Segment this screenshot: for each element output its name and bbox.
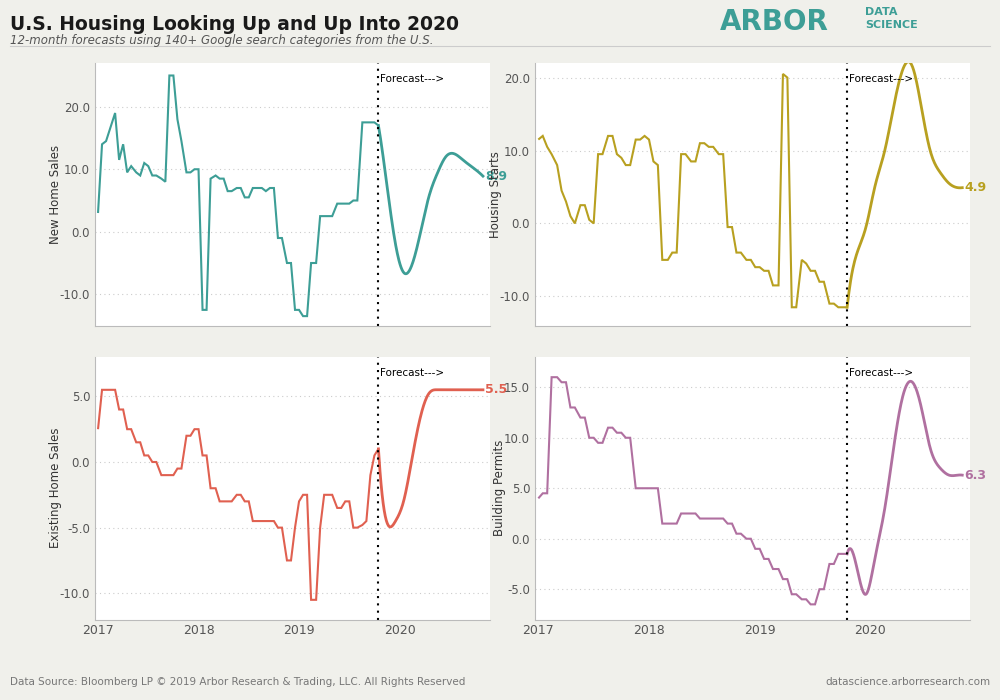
Text: datascience.arborresearch.com: datascience.arborresearch.com: [825, 678, 990, 687]
Text: 5.5: 5.5: [485, 384, 507, 396]
Text: Forecast--->: Forecast--->: [849, 74, 913, 83]
Text: U.S. Housing Looking Up and Up Into 2020: U.S. Housing Looking Up and Up Into 2020: [10, 15, 459, 34]
Text: Data Source: Bloomberg LP © 2019 Arbor Research & Trading, LLC. All Rights Reser: Data Source: Bloomberg LP © 2019 Arbor R…: [10, 678, 465, 687]
Text: 6.3: 6.3: [964, 468, 986, 482]
Text: 8.9: 8.9: [485, 169, 507, 183]
Text: 12-month forecasts using 140+ Google search categories from the U.S.: 12-month forecasts using 140+ Google sea…: [10, 34, 434, 47]
Text: SCIENCE: SCIENCE: [865, 20, 918, 29]
Text: 4.9: 4.9: [964, 181, 986, 194]
Text: DATA: DATA: [865, 7, 898, 17]
Y-axis label: Existing Home Sales: Existing Home Sales: [49, 428, 62, 549]
Text: ARBOR: ARBOR: [720, 8, 829, 36]
Y-axis label: New Home Sales: New Home Sales: [49, 145, 62, 244]
Text: Forecast--->: Forecast--->: [380, 368, 444, 377]
Y-axis label: Housing Starts: Housing Starts: [489, 150, 502, 238]
Y-axis label: Building Permits: Building Permits: [493, 440, 506, 536]
Text: Forecast--->: Forecast--->: [380, 74, 444, 83]
Text: Forecast--->: Forecast--->: [849, 368, 913, 377]
